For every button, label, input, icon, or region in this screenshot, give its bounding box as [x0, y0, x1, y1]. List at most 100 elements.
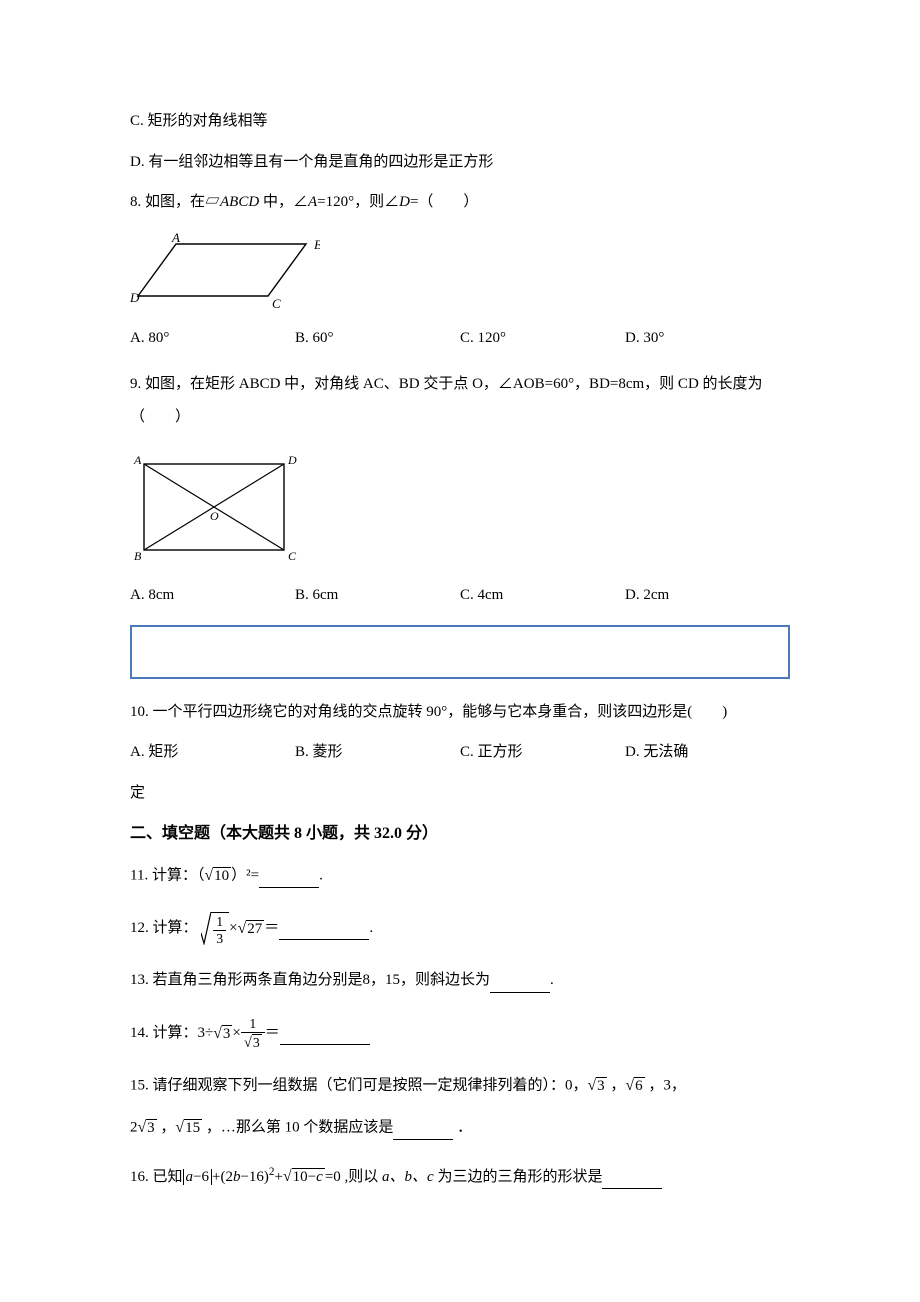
- q15-c3: ，: [157, 1119, 176, 1135]
- q15-blank[interactable]: [393, 1116, 453, 1140]
- q16-abs-b: −6: [193, 1169, 209, 1185]
- q9-opt-b: B. 6cm: [295, 584, 460, 607]
- q16-abc: a、b、c: [382, 1169, 434, 1185]
- q14-den-rad: 3: [252, 1034, 262, 1050]
- q11: 11. 计算：（ 10）²= .: [130, 864, 790, 888]
- q13-end: .: [550, 972, 554, 988]
- q14-pre: 14. 计算：3÷: [130, 1025, 213, 1041]
- q15-line2: 23 ，15 ，…那么第 10 个数据应该是 ．: [130, 1116, 790, 1140]
- q16-blank[interactable]: [602, 1166, 662, 1190]
- q8-a: A: [308, 194, 317, 210]
- q11-pre: 11. 计算：（: [130, 867, 204, 883]
- q9-opt-a: A. 8cm: [130, 584, 295, 607]
- q10-opt-b: B. 菱形: [295, 741, 460, 764]
- q14-rad1: 3: [222, 1025, 233, 1043]
- q8-stem-d: =（ ）: [410, 194, 478, 210]
- q12: 12. 计算： 13 × 27＝ .: [130, 912, 790, 946]
- q16: 16. 已知a−6+(2b−16)2+10−c=0 ,则以 a、b、c 为三边的…: [130, 1164, 790, 1190]
- q9-opt-d: D. 2cm: [625, 584, 790, 607]
- q9-fig-d: D: [287, 453, 297, 467]
- sqrt-icon: 15: [175, 1116, 202, 1140]
- q10-opt-d: D. 无法确: [625, 741, 790, 764]
- q8-stem-c: =120°，则∠: [317, 194, 399, 210]
- q11-blank[interactable]: [259, 864, 319, 888]
- q14-blank[interactable]: [280, 1022, 370, 1046]
- q8-stem-b: 中，∠: [259, 194, 308, 210]
- q15-r2: 6: [634, 1077, 645, 1095]
- q12-times: ×: [229, 920, 237, 936]
- q16-rad-a: 10−: [293, 1169, 316, 1185]
- q8-abcd: ABCD: [220, 194, 259, 210]
- q13-blank[interactable]: [490, 969, 550, 993]
- q10-stem: 10. 一个平行四边形绕它的对角线的交点旋转 90°，能够与它本身重合，则该四边…: [130, 701, 790, 724]
- q13: 13. 若直角三角形两条直角边分别是8，15，则斜边长为 .: [130, 969, 790, 993]
- sqrt-icon: 10: [204, 864, 231, 888]
- q10-opt-d-tail: 定: [130, 782, 790, 805]
- q15-r3: 3: [146, 1119, 157, 1137]
- q15-r1: 3: [596, 1077, 607, 1095]
- q11-rad: 10: [213, 867, 231, 885]
- q16-plus1: +(2: [212, 1169, 233, 1185]
- q16-post2: 为三边的三角形的形状是: [434, 1169, 603, 1185]
- q8-figure: A B C D: [130, 232, 790, 318]
- q16-pre: 16. 已知: [130, 1169, 183, 1185]
- q9-fig-c: C: [288, 549, 297, 563]
- q8-options: A. 80° B. 60° C. 120° D. 30°: [130, 327, 790, 350]
- q12-eq: ＝: [264, 920, 279, 936]
- q11-post: ）²=: [231, 867, 259, 883]
- q14-eq: ＝: [265, 1025, 280, 1041]
- q8-opt-d: D. 30°: [625, 327, 790, 350]
- q8-fig-b: B: [314, 237, 320, 252]
- q12-blank[interactable]: [279, 917, 369, 941]
- q8-d: D: [399, 194, 410, 210]
- q15-r4: 15: [184, 1119, 202, 1137]
- sqrt-icon: 3: [138, 1116, 157, 1140]
- q9-fig-o: O: [210, 509, 219, 523]
- q14-num: 1: [241, 1017, 265, 1032]
- q15-c2: ，3，: [645, 1077, 686, 1093]
- q10-options: A. 矩形 B. 菱形 C. 正方形 D. 无法确: [130, 741, 790, 764]
- sqrt-icon: 3: [588, 1074, 607, 1098]
- sqrt-icon: 10−c: [283, 1165, 325, 1189]
- q8-stem: 8. 如图，在▱ABCD 中，∠A=120°，则∠D=（ ）: [130, 191, 790, 214]
- q7-option-d: D. 有一组邻边相等且有一个角是直角的四边形是正方形: [130, 151, 790, 174]
- q16-post: ,则以: [341, 1169, 382, 1185]
- q8-fig-c: C: [272, 296, 281, 310]
- abs-icon: a−6: [183, 1169, 212, 1185]
- q9-opt-c: C. 4cm: [460, 584, 625, 607]
- q9-fig-b: B: [134, 549, 142, 563]
- q16-rad-c: c: [316, 1169, 323, 1185]
- q15-2a: 2: [130, 1119, 138, 1135]
- q14-frac: 13: [241, 1017, 265, 1050]
- q12-rad2: 27: [246, 920, 264, 938]
- q8-opt-b: B. 60°: [295, 327, 460, 350]
- q12-end: .: [369, 920, 373, 936]
- q16-eq: =0: [325, 1169, 341, 1185]
- sqrt-icon: 3: [213, 1022, 232, 1046]
- sqrt-frac-icon: 13: [201, 912, 229, 946]
- q7-option-c: C. 矩形的对角线相等: [130, 110, 790, 133]
- q9-fig-a: A: [133, 453, 142, 467]
- sqrt-icon: 3: [244, 1034, 262, 1050]
- q8-stem-a: 8. 如图，在▱: [130, 194, 220, 210]
- q9-options: A. 8cm B. 6cm C. 4cm D. 2cm: [130, 584, 790, 607]
- q15-c1: ，: [607, 1077, 626, 1093]
- q8-fig-d: D: [130, 290, 140, 305]
- q8-fig-a: A: [171, 232, 180, 245]
- q16-mid: −16): [240, 1169, 268, 1185]
- q16-plus2: +: [275, 1169, 283, 1185]
- highlight-box: [130, 625, 790, 679]
- q8-opt-c: C. 120°: [460, 327, 625, 350]
- q12-num: 1: [213, 915, 226, 930]
- q11-end: .: [319, 867, 323, 883]
- q15-pre: 15. 请仔细观察下列一组数据（它们可是按照一定规律排列着的）：0，: [130, 1077, 588, 1093]
- q16-abs-a: a: [186, 1169, 194, 1185]
- q15-line1: 15. 请仔细观察下列一组数据（它们可是按照一定规律排列着的）：0， 3 ， 6 ，…: [130, 1074, 790, 1098]
- q9-stem: 9. 如图，在矩形 ABCD 中，对角线 AC、BD 交于点 O，∠AOB=60…: [130, 368, 790, 434]
- q10-opt-a: A. 矩形: [130, 741, 295, 764]
- q13-pre: 13. 若直角三角形两条直角边分别是8，15，则斜边长为: [130, 972, 490, 988]
- q14: 14. 计算：3÷3×13＝: [130, 1017, 790, 1050]
- sqrt-icon: 6: [625, 1074, 644, 1098]
- q12-pre: 12. 计算：: [130, 920, 198, 936]
- q12-den: 3: [213, 930, 226, 946]
